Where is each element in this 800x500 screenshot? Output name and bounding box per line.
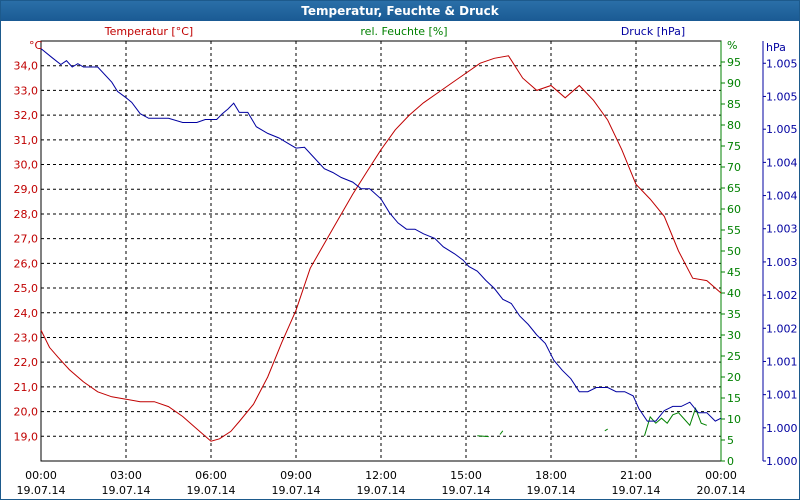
pressure-line	[40, 48, 722, 422]
pressure-tick-label: 1.004	[766, 190, 798, 203]
x-tick-date: 19.07.14	[357, 484, 406, 497]
x-tick-date: 19.07.14	[272, 484, 321, 497]
pressure-tick-label: 1.001	[766, 355, 798, 368]
x-tick-time: 06:00	[195, 469, 227, 482]
pressure-unit-label: hPa	[766, 41, 786, 54]
temperature-tick-label: 30,0	[14, 159, 39, 172]
humidity-tick-label: 60	[727, 203, 741, 216]
x-tick-time: 03:00	[110, 469, 142, 482]
humidity-tick-label: 25	[727, 350, 741, 363]
humidity-tick-label: 95	[727, 56, 741, 69]
humidity-tick-label: 35	[727, 308, 741, 321]
temperature-tick-label: 31,0	[14, 134, 39, 147]
temperature-tick-label: 24,0	[14, 307, 39, 320]
temperature-line	[40, 55, 722, 442]
temperature-tick-label: 20,0	[14, 406, 39, 419]
pressure-tick-label: 1.001	[766, 389, 798, 402]
temperature-tick-label: 28,0	[14, 208, 39, 221]
humidity-tick-label: 55	[727, 224, 741, 237]
temperature-tick-label: 23,0	[14, 331, 39, 344]
chart-svg: 34,0 33,0 32,0 31,0 30,0 29,0 28,0 27,0 26,0 25,0…	[14, 25, 798, 497]
humidity-tick-label: 20	[727, 371, 741, 384]
x-tick-date: 19.07.14	[612, 484, 661, 497]
humidity-tick-label: 30	[727, 329, 741, 342]
temperature-axis-title: Temperatur [°C]	[104, 25, 193, 38]
temperature-unit-label: °C	[29, 39, 43, 52]
temperature-tick-label: 26,0	[14, 257, 39, 270]
humidity-tick-label: 70	[727, 161, 741, 174]
x-tick-time: 00:00	[25, 469, 57, 482]
temperature-tick-label: 33,0	[14, 84, 39, 97]
x-tick-date: 19.07.14	[102, 484, 151, 497]
humidity-tick-label: 10	[727, 413, 741, 426]
temperature-tick-label: 19,0	[14, 430, 39, 443]
humidity-line	[644, 407, 707, 436]
humidity-tick-label: 65	[727, 182, 741, 195]
humidity-tick-label: 90	[727, 77, 741, 90]
pressure-tick-label: 1.002	[766, 322, 798, 335]
window-title: Temperatur, Feuchte & Druck	[1, 1, 799, 21]
humidity-line	[604, 428, 608, 432]
humidity-unit-label: %	[727, 39, 737, 52]
temperature-tick-label: 34,0	[14, 60, 39, 73]
humidity-tick-label: 0	[727, 455, 734, 468]
humidity-line	[477, 435, 489, 438]
humidity-tick-label: 45	[727, 266, 741, 279]
temperature-tick-label: 27,0	[14, 233, 39, 246]
x-tick-time: 18:00	[535, 469, 567, 482]
pressure-tick-label: 1.002	[766, 289, 798, 302]
humidity-tick-label: 75	[727, 140, 741, 153]
pressure-tick-label: 1.004	[766, 156, 798, 169]
temperature-tick-label: 32,0	[14, 109, 39, 122]
humidity-tick-label: 80	[727, 119, 741, 132]
humidity-tick-label: 50	[727, 245, 741, 258]
temperature-tick-label: 22,0	[14, 356, 39, 369]
x-tick-time: 00:00	[705, 469, 737, 482]
x-tick-date: 19.07.14	[442, 484, 491, 497]
humidity-tick-label: 40	[727, 287, 741, 300]
humidity-tick-label: 85	[727, 98, 741, 111]
x-tick-date: 19.07.14	[187, 484, 236, 497]
temperature-tick-label: 25,0	[14, 282, 39, 295]
x-tick-time: 21:00	[620, 469, 652, 482]
temperature-tick-label: 21,0	[14, 381, 39, 394]
pressure-tick-label: 1.003	[766, 223, 798, 236]
pressure-tick-label: 1.005	[766, 90, 798, 103]
pressure-axis-title: Druck [hPa]	[621, 25, 685, 38]
x-tick-date: 19.07.14	[17, 484, 66, 497]
temperature-tick-label: 29,0	[14, 183, 39, 196]
humidity-tick-label: 15	[727, 392, 741, 405]
pressure-tick-label: 1.003	[766, 256, 798, 269]
pressure-tick-label: 1.005	[766, 123, 798, 136]
humidity-line	[499, 430, 504, 435]
x-tick-time: 12:00	[365, 469, 397, 482]
pressure-tick-label: 1.005	[766, 57, 798, 70]
pressure-tick-label: 1.000	[766, 455, 798, 468]
pressure-tick-label: 1.000	[766, 422, 798, 435]
humidity-axis-title: rel. Feuchte [%]	[360, 25, 447, 38]
x-tick-date: 20.07.14	[697, 484, 746, 497]
x-tick-time: 09:00	[280, 469, 312, 482]
humidity-tick-label: 5	[727, 434, 734, 447]
x-tick-date: 19.07.14	[527, 484, 576, 497]
x-tick-time: 15:00	[450, 469, 482, 482]
